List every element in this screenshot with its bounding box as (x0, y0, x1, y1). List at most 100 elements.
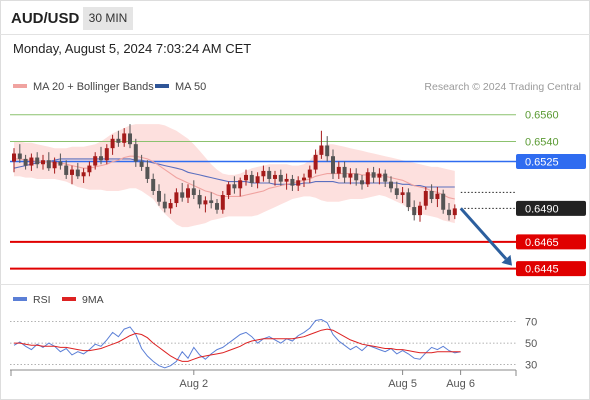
candle-up (110, 138, 115, 149)
timestamp: Monday, August 5, 2024 7:03:24 AM CET (13, 41, 252, 56)
candle-down (128, 133, 132, 145)
pivot-label-box (516, 154, 586, 170)
candle-up (70, 169, 74, 175)
candle-up (122, 133, 127, 143)
candle-down (75, 169, 80, 177)
rsi-legend-swatch (13, 297, 27, 301)
candle-up (319, 145, 324, 155)
research-credit: Research © 2024 Trading Central (424, 81, 581, 93)
candle-down (64, 165, 69, 175)
symbol-title: AUD/USD (11, 10, 80, 27)
candle-up (273, 174, 277, 179)
rsi-tick-label: 50 (525, 338, 537, 350)
ma50-legend-label: MA 50 (175, 81, 206, 93)
candle-down (342, 166, 347, 178)
candle-up (52, 161, 57, 169)
candle-down (429, 191, 434, 200)
timeframe-badge[interactable]: 30 MIN (83, 7, 133, 30)
candle-down (278, 174, 283, 182)
last-price-label: 0.6490 (525, 203, 559, 215)
candle-down (354, 173, 359, 181)
rsi-panel: 70 50 30 (10, 317, 537, 372)
bollinger-band (14, 124, 455, 228)
rsi-tick-label: 70 (525, 317, 537, 329)
candle-up (452, 208, 457, 216)
candle-up (168, 203, 173, 209)
candle-down (180, 192, 185, 198)
candle-up (29, 157, 34, 166)
candle-down (215, 203, 219, 210)
resistance-label: 0.6540 (525, 136, 559, 148)
pivot-label: 0.6525 (525, 157, 559, 169)
candle-down (389, 181, 393, 189)
candle-down (46, 160, 51, 169)
candle-up (365, 172, 370, 185)
ma9-legend-label: 9MA (82, 294, 104, 306)
candle-up (423, 191, 428, 206)
forecast-arrow (459, 207, 512, 266)
candle-down (35, 157, 40, 165)
candle-up (41, 160, 45, 165)
candle-down (157, 191, 161, 202)
rsi-tick-label: 30 (525, 360, 537, 372)
header-divider (0, 34, 590, 35)
candle-down (267, 170, 272, 179)
candle-down (441, 193, 446, 210)
candle-down (447, 209, 451, 216)
ma9-legend-swatch (62, 297, 76, 301)
candle-up (226, 184, 231, 196)
rsi-line (13, 318, 461, 369)
candle-down (191, 188, 196, 196)
candle-up (174, 192, 179, 204)
candle-up (418, 205, 422, 216)
candle-up (186, 188, 190, 198)
x-axis-tick-label: Aug 6 (446, 378, 475, 390)
forecast-arrow-shaft (459, 207, 508, 260)
support-label: 0.6465 (525, 237, 559, 249)
candle-up (244, 174, 248, 181)
x-axis-tick-label: Aug 2 (179, 378, 208, 390)
candle-down (412, 207, 417, 216)
candle-up (307, 169, 312, 178)
candle-up (296, 180, 301, 186)
support-label-box (516, 234, 586, 250)
candle-down (23, 158, 28, 166)
candle-up (203, 200, 208, 205)
support-label: 0.6445 (525, 264, 559, 276)
candle-down (209, 200, 214, 204)
level-labels: 0.6560 0.6540 0.6525 0.6490 0.6465 0.6445 (516, 110, 586, 277)
rsi-ma9-line (14, 328, 461, 362)
candle-up (12, 153, 16, 162)
candle-down (331, 156, 335, 174)
x-axis: Aug 2 Aug 5 Aug 6 (10, 369, 517, 390)
candle-up (348, 173, 353, 178)
bollinger-band-area (14, 124, 455, 228)
candle-down (99, 156, 103, 161)
candle-down (290, 178, 295, 186)
candle-down (162, 201, 167, 209)
candle-up (284, 178, 289, 182)
candlesticks (12, 124, 457, 222)
ma20-legend-swatch (13, 84, 27, 88)
candle-up (220, 195, 225, 210)
candle-up (302, 177, 306, 181)
candle-down (17, 153, 22, 159)
candle-down (145, 166, 150, 179)
candle-down (371, 172, 376, 178)
candle-up (435, 193, 440, 200)
support-label-box (516, 261, 586, 277)
candle-down (139, 161, 144, 167)
candle-down (197, 195, 202, 205)
candle-up (104, 148, 109, 161)
candle-up (255, 176, 260, 183)
candle-down (394, 188, 399, 196)
candle-up (87, 165, 92, 173)
candle-down (325, 145, 330, 157)
candle-up (81, 172, 86, 177)
key-levels (10, 114, 516, 270)
candle-up (261, 170, 266, 177)
candle-up (336, 166, 341, 174)
candle-down (133, 144, 138, 162)
candle-down (116, 138, 121, 143)
